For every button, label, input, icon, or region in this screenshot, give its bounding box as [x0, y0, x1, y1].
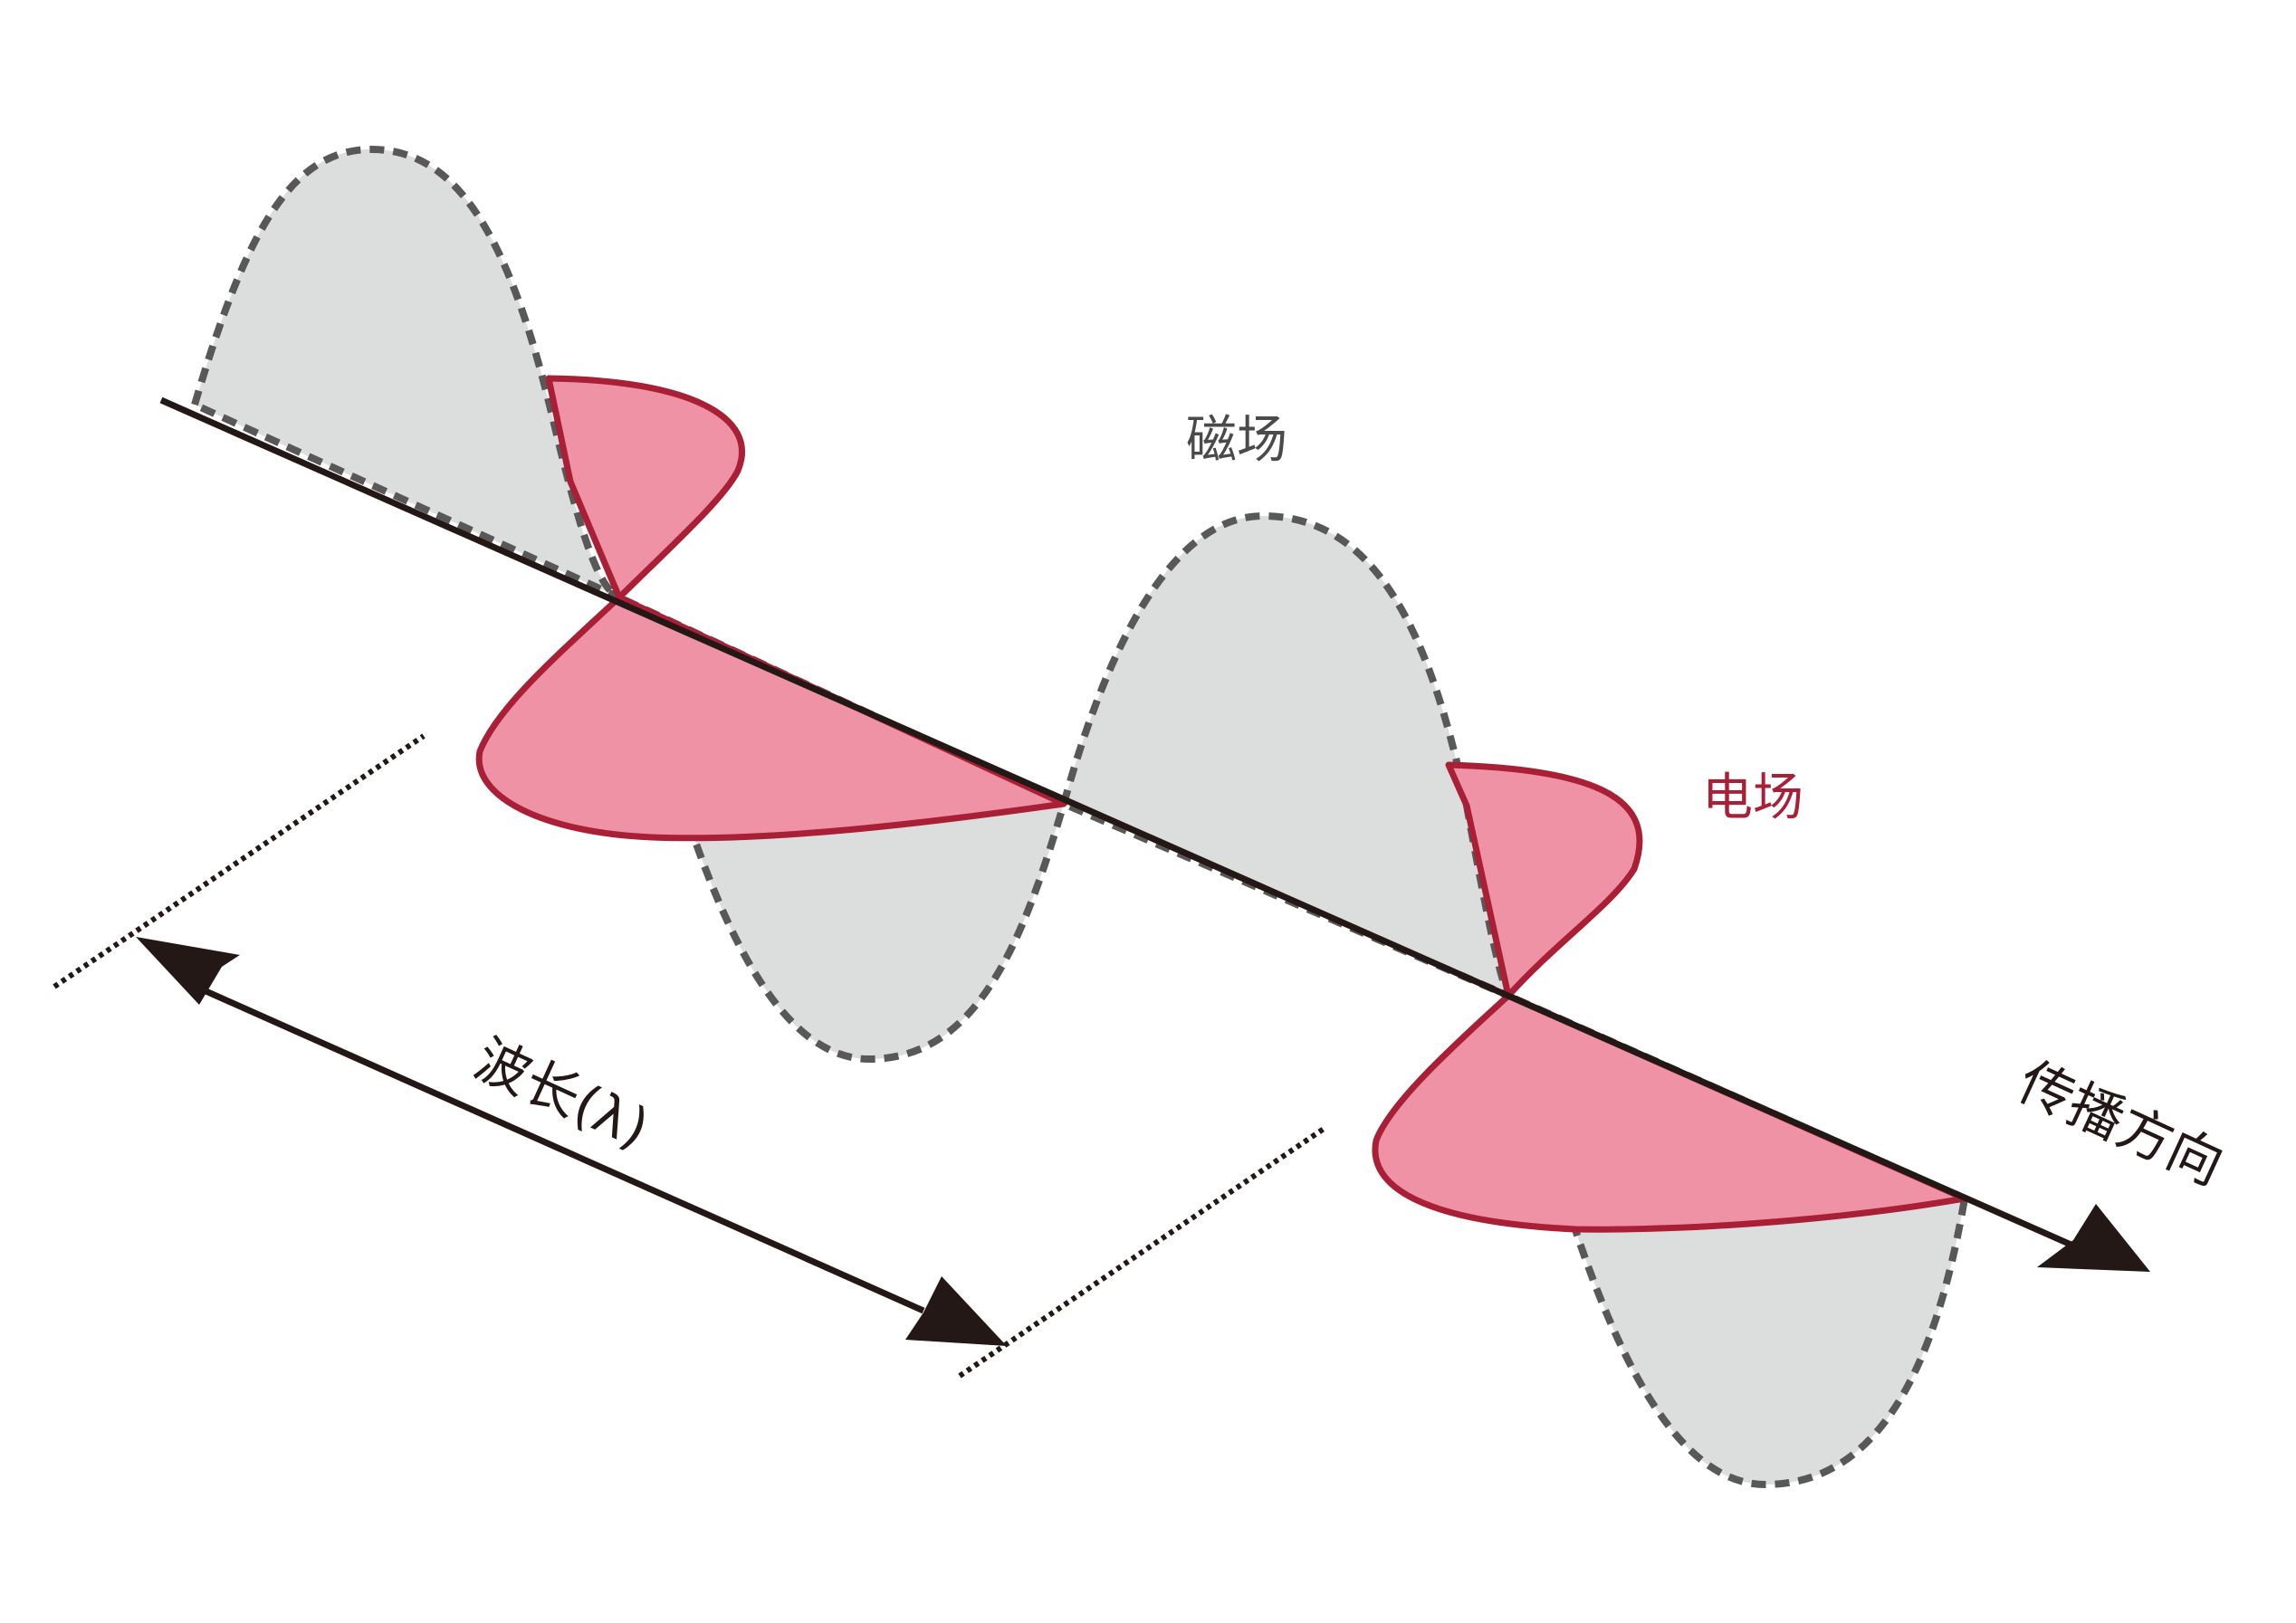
- propagation-axis: [159, 396, 2150, 1272]
- wavelength-arrow-shaft: [184, 979, 925, 1314]
- wavelength-extension-right: [958, 1124, 1328, 1379]
- wavelength-arrowhead-left: [136, 937, 240, 1005]
- electric-lobe-3: [1445, 761, 1643, 999]
- axis-arrowhead: [2037, 1204, 2150, 1272]
- wavelength-label: 波长(λ): [465, 1027, 658, 1161]
- axis-line: [159, 396, 2093, 1257]
- electric-lobe-1: [545, 375, 745, 601]
- electric-field-wave: [475, 375, 1968, 1233]
- electric-lobe-4: [1372, 992, 1968, 1233]
- electric-field-label: 电场: [1702, 769, 1803, 827]
- wavelength-arrowhead-right: [905, 1276, 1007, 1346]
- wavelength-extension-left: [53, 733, 426, 989]
- electric-lobe-2: [475, 594, 1067, 842]
- wavelength-indicator: [53, 733, 1328, 1379]
- magnetic-field-label: 磁场: [1186, 411, 1287, 470]
- magnetic-field-wave: [190, 145, 1969, 1489]
- magnetic-lobe-1: [190, 145, 621, 601]
- propagation-direction-label: 传播方向: [2009, 1050, 2233, 1198]
- magnetic-lobe-3: [1059, 511, 1516, 1003]
